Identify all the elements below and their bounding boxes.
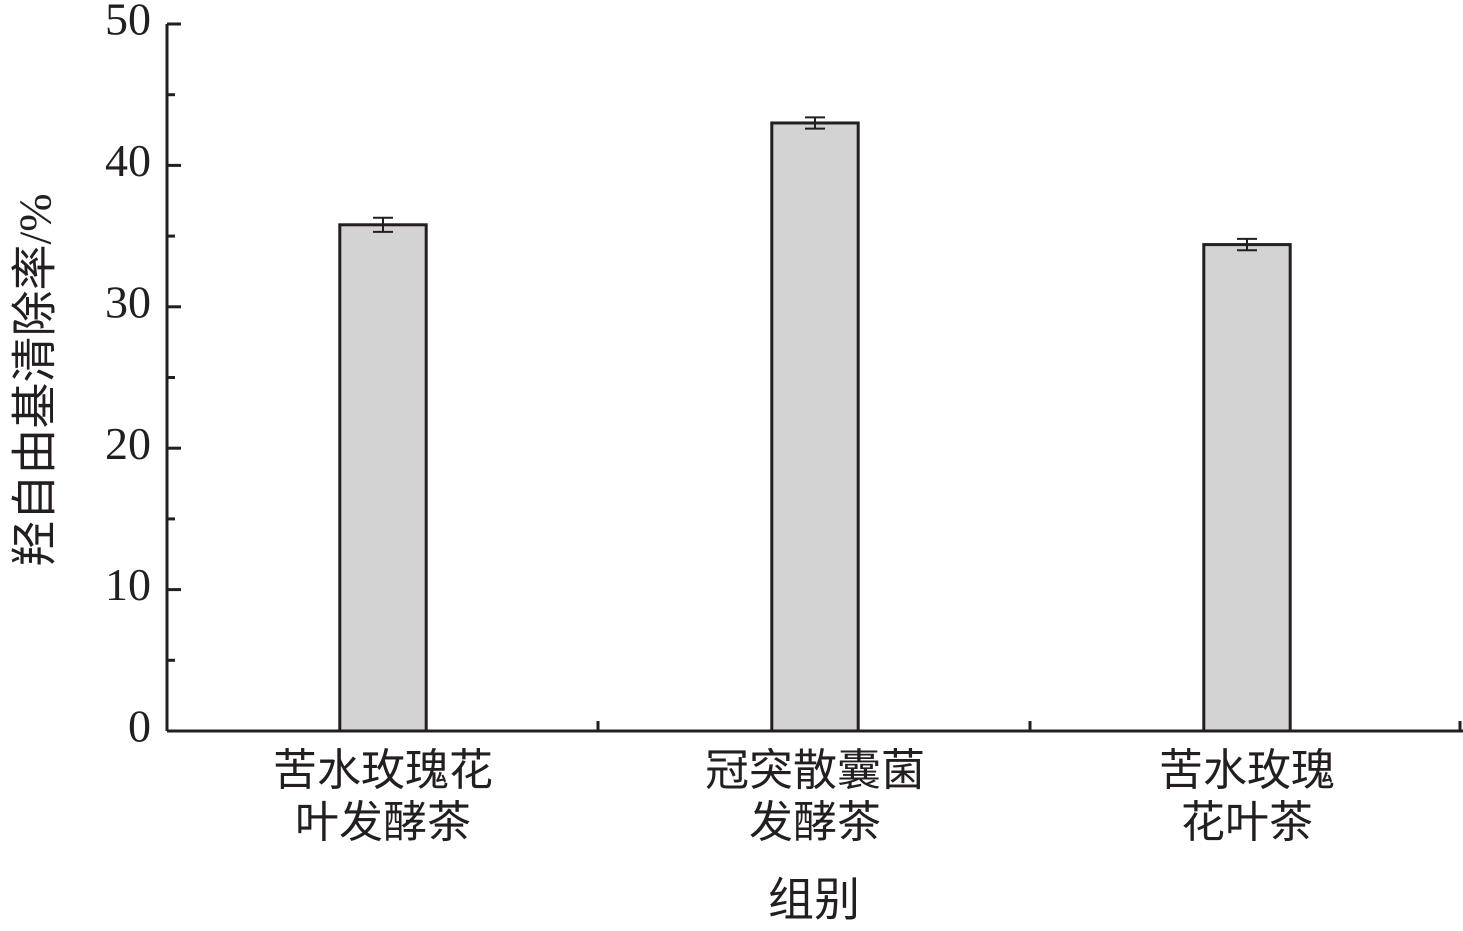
x-tick-label: 苦水玫瑰花 叶发酵茶 xyxy=(273,746,493,847)
bar xyxy=(1202,243,1292,733)
y-tick-label: 0 xyxy=(128,701,151,752)
bar xyxy=(338,223,428,733)
y-tick-label: 10 xyxy=(105,559,151,610)
x-tick-label: 冠突散囊菌 发酵茶 xyxy=(705,746,925,847)
bar xyxy=(770,121,860,733)
x-axis-ticks xyxy=(596,721,1462,731)
x-tick-label: 苦水玫瑰 花叶茶 xyxy=(1159,746,1335,847)
y-tick-label: 30 xyxy=(105,276,151,327)
x-axis-label: 组别 xyxy=(768,875,860,926)
y-tick-label: 20 xyxy=(105,418,151,469)
y-axis-label: 羟自由基清除率/% xyxy=(10,193,61,566)
y-tick-label: 50 xyxy=(105,0,151,45)
y-tick-label: 40 xyxy=(105,135,151,186)
